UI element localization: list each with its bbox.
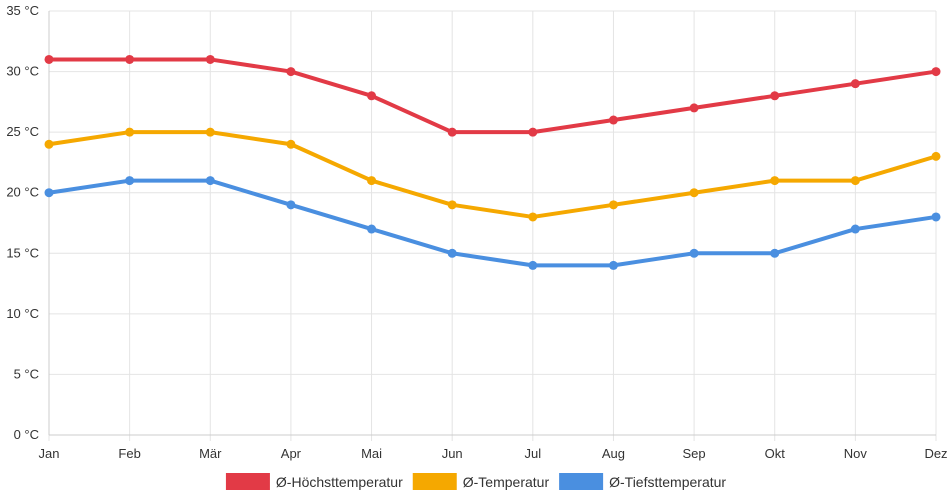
data-point[interactable] bbox=[850, 176, 860, 186]
legend-label: Ø-Temperatur bbox=[463, 474, 550, 490]
x-tick-label: Okt bbox=[765, 446, 786, 461]
series-line bbox=[47, 130, 938, 219]
y-axis: 0 °C 5 °C 10 °C 15 °C 20 °C 25 °C 30 °C 35 °C bbox=[6, 3, 50, 442]
data-point[interactable] bbox=[770, 91, 780, 101]
series-lines bbox=[44, 54, 941, 270]
data-point[interactable] bbox=[205, 127, 215, 137]
x-tick-label: Feb bbox=[118, 446, 140, 461]
data-point[interactable] bbox=[367, 176, 377, 186]
data-point[interactable] bbox=[770, 248, 780, 258]
data-point[interactable] bbox=[286, 200, 296, 210]
data-point[interactable] bbox=[286, 67, 296, 77]
data-point[interactable] bbox=[367, 224, 377, 234]
data-point[interactable] bbox=[689, 248, 699, 258]
data-point[interactable] bbox=[367, 91, 377, 101]
series-group bbox=[44, 127, 941, 222]
data-point[interactable] bbox=[528, 127, 538, 137]
data-point[interactable] bbox=[770, 176, 780, 186]
x-tick-label: Nov bbox=[844, 446, 868, 461]
x-axis: Jan Feb Mär Apr Mai Jun Jul Aug Sep Okt Nov Dez bbox=[39, 434, 948, 461]
legend-item[interactable]: Ø-Tiefsttemperatur bbox=[559, 473, 726, 490]
legend-label: Ø-Tiefsttemperatur bbox=[609, 474, 726, 490]
y-tick-label: 0 °C bbox=[14, 427, 39, 442]
data-point[interactable] bbox=[44, 139, 54, 149]
data-point[interactable] bbox=[608, 200, 618, 210]
legend-label: Ø-Höchsttemperatur bbox=[276, 474, 403, 490]
data-point[interactable] bbox=[125, 54, 135, 64]
y-tick-label: 25 °C bbox=[6, 124, 39, 139]
data-point[interactable] bbox=[125, 127, 135, 137]
series-group bbox=[44, 54, 941, 137]
y-tick-label: 35 °C bbox=[6, 3, 39, 18]
data-point[interactable] bbox=[689, 103, 699, 113]
y-tick-label: 30 °C bbox=[6, 64, 39, 79]
data-point[interactable] bbox=[931, 151, 941, 161]
legend-swatch bbox=[225, 473, 270, 490]
x-tick-label: Mai bbox=[361, 446, 382, 461]
x-tick-label: Jan bbox=[39, 446, 60, 461]
series-line bbox=[47, 178, 938, 268]
data-point[interactable] bbox=[850, 79, 860, 89]
data-point[interactable] bbox=[447, 127, 457, 137]
data-point[interactable] bbox=[205, 176, 215, 186]
data-point[interactable] bbox=[689, 188, 699, 198]
y-tick-label: 10 °C bbox=[6, 306, 39, 321]
data-point[interactable] bbox=[447, 200, 457, 210]
data-point[interactable] bbox=[931, 212, 941, 222]
x-tick-label: Aug bbox=[602, 446, 625, 461]
x-tick-label: Jun bbox=[442, 446, 463, 461]
x-tick-label: Apr bbox=[281, 446, 302, 461]
data-point[interactable] bbox=[286, 139, 296, 149]
series-line bbox=[47, 57, 938, 135]
data-point[interactable] bbox=[608, 115, 618, 125]
y-tick-label: 20 °C bbox=[6, 185, 39, 200]
y-tick-label: 5 °C bbox=[14, 366, 39, 381]
data-point[interactable] bbox=[931, 67, 941, 77]
data-point[interactable] bbox=[44, 54, 54, 64]
data-point[interactable] bbox=[528, 212, 538, 222]
data-point[interactable] bbox=[44, 188, 54, 198]
data-point[interactable] bbox=[528, 260, 538, 270]
legend-item[interactable]: Ø-Höchsttemperatur bbox=[225, 473, 403, 490]
legend: Ø-Höchsttemperatur Ø-Temperatur Ø-Tiefstte… bbox=[225, 473, 726, 490]
grid bbox=[48, 10, 937, 441]
data-point[interactable] bbox=[205, 54, 215, 64]
x-tick-label: Jul bbox=[525, 446, 542, 461]
data-point[interactable] bbox=[608, 260, 618, 270]
x-tick-label: Dez bbox=[924, 446, 947, 461]
data-point[interactable] bbox=[125, 176, 135, 186]
y-tick-label: 15 °C bbox=[6, 245, 39, 260]
data-point[interactable] bbox=[447, 248, 457, 258]
legend-swatch bbox=[412, 473, 457, 490]
series-group bbox=[44, 176, 941, 270]
legend-swatch bbox=[559, 473, 604, 490]
data-point[interactable] bbox=[850, 224, 860, 234]
x-tick-label: Mär bbox=[199, 446, 222, 461]
x-tick-label: Sep bbox=[683, 446, 706, 461]
legend-item[interactable]: Ø-Temperatur bbox=[412, 473, 550, 490]
